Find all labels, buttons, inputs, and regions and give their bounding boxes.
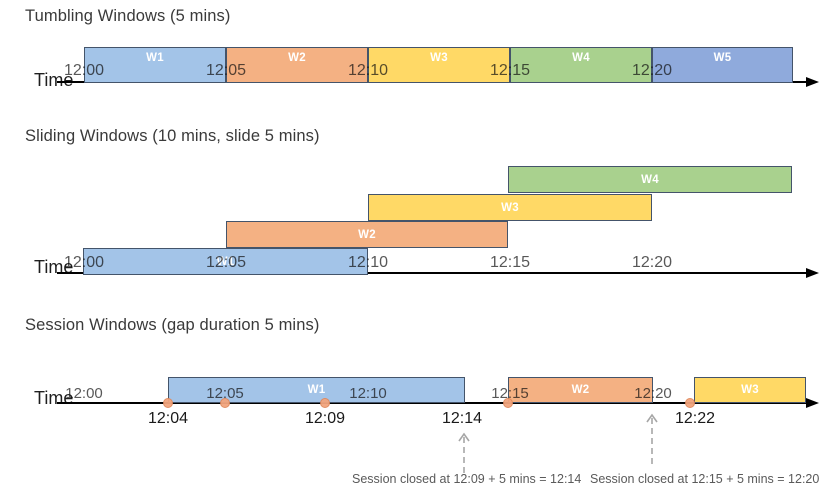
tumbling-window-w2: W2 — [226, 47, 368, 83]
sliding-axis-arrowhead-icon — [806, 268, 819, 278]
sliding-time-axis-line — [57, 272, 807, 274]
tumbling-window-w3: W3 — [368, 47, 510, 83]
window-label: W4 — [641, 173, 659, 186]
session-tick-12-00: 12:00 — [65, 385, 103, 402]
tumbling-tick-12-15: 12:15 — [489, 62, 531, 79]
session-tick-12-10: 12:10 — [349, 385, 387, 402]
tumbling-tick-12-00: 12:00 — [63, 62, 105, 79]
event-dot-12-04 — [163, 398, 173, 408]
window-label: W1 — [307, 384, 326, 396]
session-time-axis-line — [57, 402, 807, 404]
session-tick-12-05: 12:05 — [206, 385, 244, 402]
sliding-section-title: Sliding Windows (10 mins, slide 5 mins) — [25, 127, 320, 145]
session-window-w2: W2 — [508, 377, 653, 403]
session-window-w3: W3 — [694, 377, 806, 403]
sliding-window-w4: W4 — [508, 166, 792, 193]
dashed-up-arrow-icon — [646, 413, 658, 468]
sliding-tick-12-05: 12:05 — [205, 254, 247, 271]
session-closed-annotation-1: Session closed at 12:09 + 5 mins = 12:14 — [352, 472, 582, 486]
session-window-w1: W1 — [168, 377, 465, 403]
dashed-up-arrow-icon — [458, 432, 470, 473]
tumbling-time-axis-label: Time — [34, 70, 74, 90]
window-label: W3 — [430, 52, 448, 64]
event-dot-12-09 — [320, 398, 330, 408]
sliding-tick-12-15: 12:15 — [489, 254, 531, 271]
window-label: W3 — [501, 201, 519, 214]
event-time-12-14: 12:14 — [441, 410, 483, 427]
window-label: W2 — [358, 228, 376, 241]
window-label: W1 — [216, 255, 235, 268]
window-label: W3 — [741, 384, 759, 396]
event-time-12-09: 12:09 — [304, 410, 346, 427]
sliding-window-w2: W2 — [226, 221, 508, 248]
tumbling-tick-12-05: 12:05 — [205, 62, 247, 79]
tumbling-axis-arrowhead-icon — [806, 77, 819, 87]
window-label: W2 — [571, 384, 590, 396]
tumbling-tick-12-20: 12:20 — [631, 62, 673, 79]
event-time-12-04: 12:04 — [147, 410, 189, 427]
tumbling-window-w4: W4 — [510, 47, 652, 83]
tumbling-tick-12-10: 12:10 — [347, 62, 389, 79]
session-tick-12-15: 12:15 — [491, 385, 529, 402]
tumbling-section-title: Tumbling Windows (5 mins) — [25, 7, 231, 25]
sliding-tick-12-10: 12:10 — [347, 254, 389, 271]
sliding-window-w1: W1 — [83, 248, 368, 275]
sliding-window-w3: W3 — [368, 194, 652, 221]
event-dot-12-22 — [685, 398, 695, 408]
event-time-12-22: 12:22 — [674, 410, 716, 427]
window-label: W2 — [288, 52, 306, 64]
session-axis-arrowhead-icon — [806, 398, 819, 408]
event-dot-12-15 — [503, 398, 513, 408]
window-label: W4 — [572, 52, 590, 64]
session-tick-12-20: 12:20 — [634, 385, 672, 402]
window-label: W1 — [146, 52, 164, 64]
window-label: W5 — [713, 52, 732, 64]
tumbling-window-w5: W5 — [652, 47, 793, 83]
session-section-title: Session Windows (gap duration 5 mins) — [25, 316, 320, 334]
session-closed-annotation-2: Session closed at 12:15 + 5 mins = 12:20 — [590, 472, 820, 486]
tumbling-window-w1: W1 — [84, 47, 226, 83]
sliding-tick-12-00: 12:00 — [63, 254, 105, 271]
event-dot-12-05 — [220, 398, 230, 408]
sliding-tick-12-20: 12:20 — [631, 254, 673, 271]
